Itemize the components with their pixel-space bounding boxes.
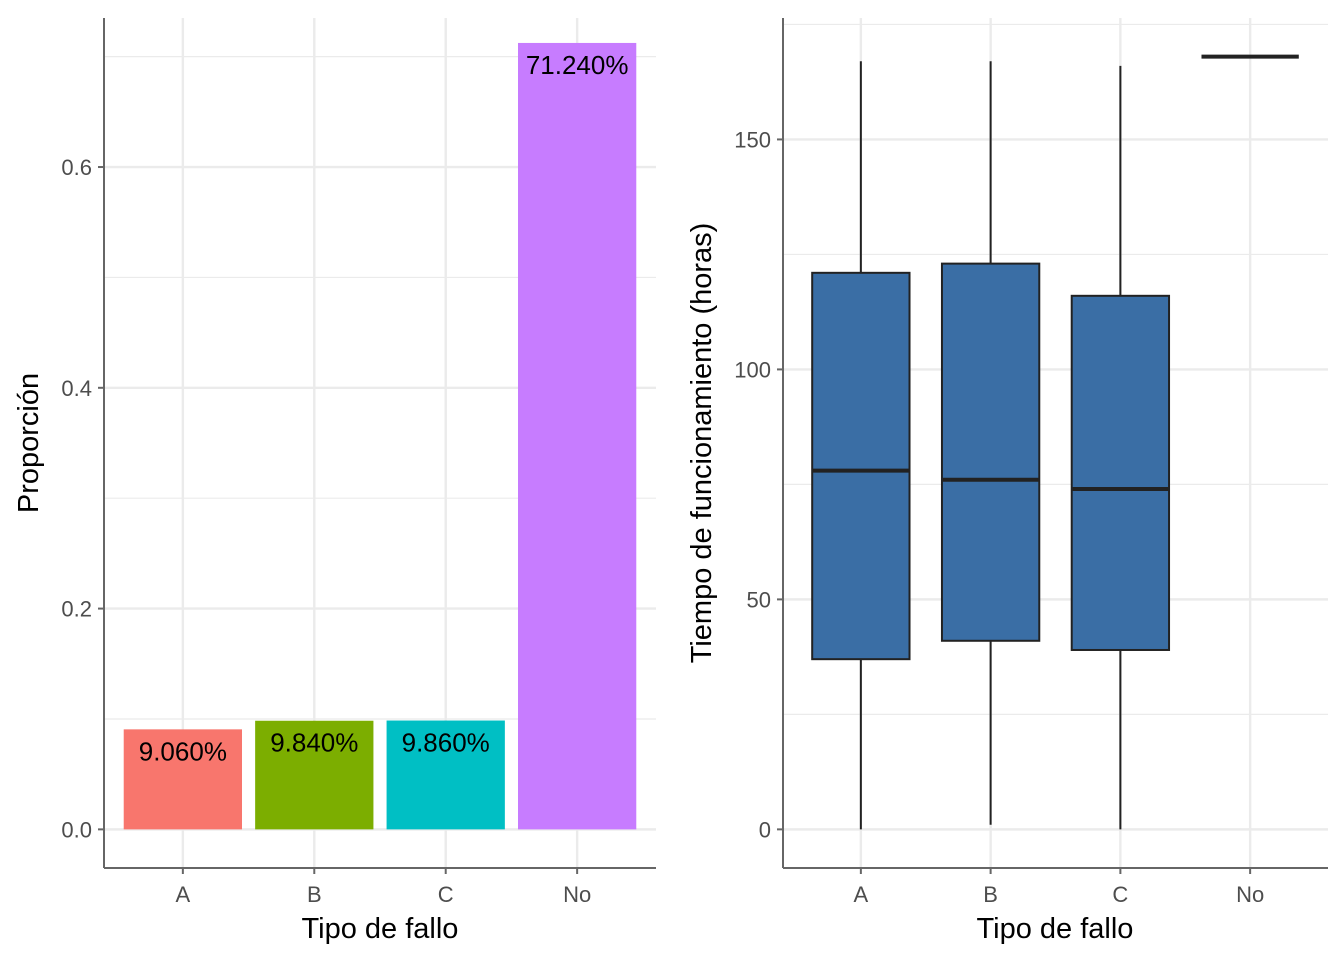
bar-data-label: 9.840%: [270, 728, 358, 758]
bar-chart-y-tick-label: 0.2: [61, 597, 92, 622]
box-plot-y-tick-label: 150: [734, 127, 771, 152]
bar-chart-y-tick-label: 0.6: [61, 155, 92, 180]
bar-chart-x-tick-label: A: [176, 882, 191, 907]
bar-data-label: 9.860%: [402, 728, 490, 758]
bar-data-label: 71.240%: [526, 50, 629, 80]
box-plot-y-tick-label: 50: [747, 587, 771, 612]
box-iqr: [811, 271, 911, 661]
bar-chart-panel: 9.060% 9.840% 9.860% 71.240% 0.0 0.2 0.4 0.6 A…: [13, 18, 656, 945]
bar-chart-y-ticks: 0.0 0.2 0.4 0.6: [61, 155, 104, 842]
bar-data-label: 9.060%: [139, 736, 227, 766]
bar-chart-y-tick-label: 0.0: [61, 817, 92, 842]
box-b: [940, 61, 1041, 825]
box-plot-x-ticks: A B C No: [854, 868, 1264, 907]
bar-chart-data-labels: 9.060% 9.840% 9.860% 71.240%: [139, 50, 629, 766]
box-plot-x-tick-label: C: [1112, 882, 1128, 907]
bar-b: [255, 720, 374, 830]
box-plot-y-tick-label: 0: [759, 817, 771, 842]
box-iqr: [940, 262, 1041, 642]
box-plot-x-axis-title: Tipo de fallo: [977, 913, 1134, 945]
box-plot-y-ticks: 0 50 100 150: [734, 127, 783, 842]
box-plot-x-tick-label: B: [983, 882, 998, 907]
box-plot-x-tick-label: A: [854, 882, 869, 907]
bar-chart-x-axis-title: Tipo de fallo: [302, 913, 459, 945]
bar-no: [518, 42, 637, 830]
box-plot-boxes: [811, 54, 1299, 830]
bar-chart-bars: [123, 42, 637, 830]
bar-chart-x-tick-label: C: [438, 882, 454, 907]
bar-c: [386, 720, 505, 830]
box-plot-panel: 0 50 100 150 A B C No Tipo de fallo Tiempo de …: [686, 18, 1328, 945]
bar-a: [123, 729, 242, 830]
box-plot-x-tick-label: No: [1236, 882, 1264, 907]
bar-chart-x-tick-label: B: [307, 882, 322, 907]
box-a: [811, 61, 911, 830]
box-iqr: [1070, 294, 1171, 651]
bar-chart-y-axis-title: Proporción: [13, 373, 45, 513]
box-plot-y-axis-title: Tiempo de funcionamiento (horas): [686, 223, 718, 664]
box-plot-y-tick-label: 100: [734, 357, 771, 382]
bar-chart-x-ticks: A B C No: [176, 868, 591, 907]
bar-chart-x-tick-label: No: [563, 882, 591, 907]
box-c: [1070, 65, 1171, 830]
bar-chart-y-tick-label: 0.4: [61, 376, 92, 401]
